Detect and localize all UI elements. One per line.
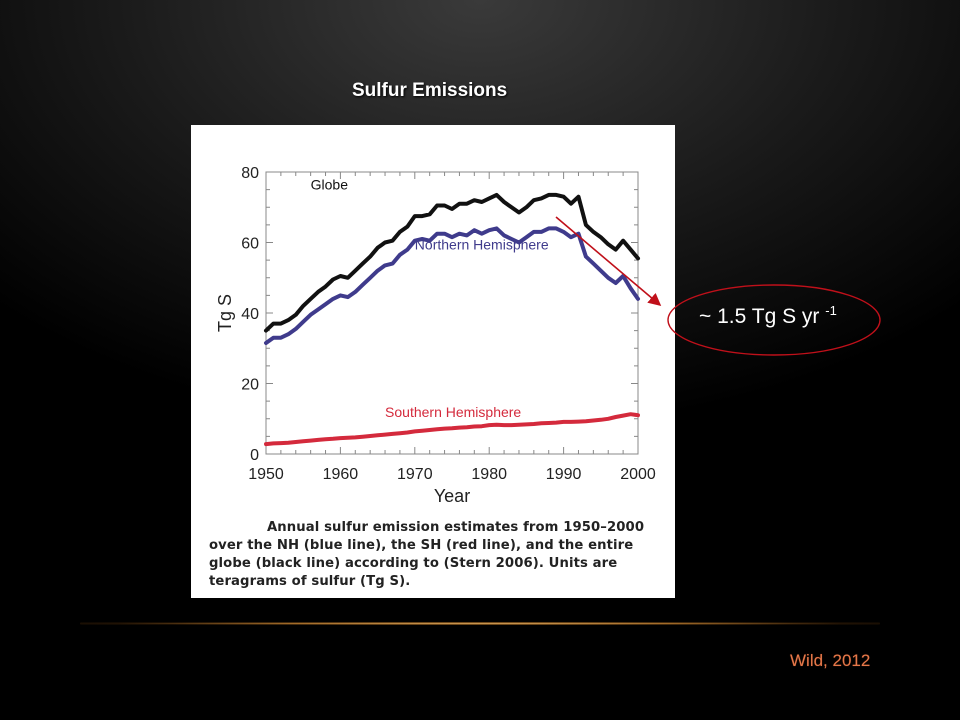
source-credit: Wild, 2012 xyxy=(790,651,871,670)
x-axis-label: Year xyxy=(434,486,470,506)
series-label-southern-hemisphere: Southern Hemisphere xyxy=(385,404,521,420)
y-tick-label: 40 xyxy=(241,306,259,323)
y-tick-label: 60 xyxy=(241,236,259,253)
callout-exponent: -1 xyxy=(825,303,837,318)
figure-caption: Annual sulfur emission estimates from 19… xyxy=(209,520,645,589)
y-tick-label: 20 xyxy=(241,377,259,394)
series-line-southern-hemisphere xyxy=(264,412,640,447)
y-axis-label: Tg S xyxy=(215,294,235,332)
x-tick-label: 2000 xyxy=(620,466,656,483)
series-label-northern-hemisphere: Northern Hemisphere xyxy=(415,237,549,253)
series-line-globe xyxy=(264,192,640,333)
callout-label: ~ 1.5 Tg S yr -1 xyxy=(699,303,837,329)
x-tick-label: 1970 xyxy=(397,466,433,483)
decorative-divider xyxy=(80,622,880,625)
y-tick-label: 80 xyxy=(241,165,259,182)
callout-value: ~ 1.5 Tg S yr xyxy=(699,305,826,328)
series-label-globe: Globe xyxy=(311,177,349,193)
line-chart: 0 20 40 60 80 1950 1960 1970 1980 1990 2000 Year Tg … xyxy=(215,165,656,506)
x-tick-label: 1990 xyxy=(546,466,582,483)
y-tick-label: 0 xyxy=(250,447,259,464)
slide-title: Sulfur Emissions xyxy=(352,80,508,101)
x-tick-label: 1950 xyxy=(248,466,284,483)
figure-panel: 0 20 40 60 80 1950 1960 1970 1980 1990 2000 Year Tg … xyxy=(191,125,675,598)
x-tick-label: 1980 xyxy=(471,466,507,483)
x-tick-label: 1960 xyxy=(323,466,359,483)
